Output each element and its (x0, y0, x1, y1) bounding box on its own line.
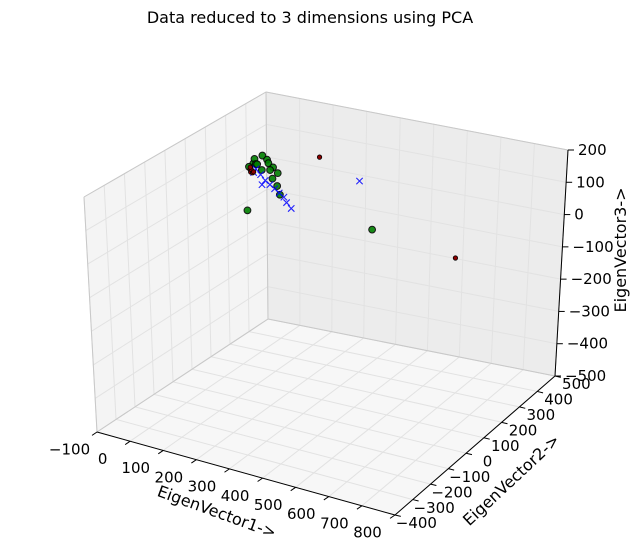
pane-edge (96, 318, 269, 433)
tick-label: 700 (320, 514, 349, 532)
tick-label: 0 (483, 452, 493, 470)
back-pane (266, 92, 568, 376)
tick-mark (157, 450, 164, 455)
tick-label: 400 (544, 391, 573, 409)
pane-edge (83, 91, 267, 198)
axis-lines (83, 91, 569, 516)
tick-mark (323, 496, 330, 501)
tick-label: 300 (526, 406, 555, 424)
tick-label: −400 (567, 335, 608, 353)
tick-mark (91, 431, 98, 436)
tick-mark (224, 468, 230, 473)
tick-label: −500 (565, 367, 606, 385)
tick-label: −200 (571, 270, 612, 288)
tick-label: 300 (188, 478, 217, 496)
tick-mark (257, 477, 263, 482)
tick-label: 100 (491, 437, 520, 455)
tick-label: −100 (49, 441, 90, 459)
data-marks (243, 151, 459, 261)
tick-label: −200 (431, 483, 472, 501)
scatter-point (275, 190, 284, 199)
scatter-point (280, 193, 288, 201)
tick-mark (394, 514, 401, 517)
tick-mark (356, 505, 363, 510)
tick-mark (124, 440, 131, 446)
tick-mark (537, 390, 544, 394)
tick-label: 100 (121, 459, 150, 477)
scatter-point (247, 164, 253, 170)
tick-label: 200 (155, 468, 184, 486)
pane-edge (265, 91, 569, 151)
scatter-point (258, 181, 266, 189)
pane-edge (265, 91, 269, 320)
tick-label: −300 (569, 302, 610, 320)
z-axis-line (554, 149, 569, 377)
tick-label: 800 (353, 524, 382, 542)
scatter-point (257, 166, 266, 174)
scatter-point (282, 199, 291, 207)
tick-label: 500 (254, 496, 283, 514)
scatter-point (355, 177, 364, 185)
tick-mark (412, 499, 419, 502)
scatter-point (452, 255, 459, 261)
tick-marks (91, 149, 574, 519)
scatter-point (316, 154, 323, 160)
tick-label: −400 (396, 514, 437, 532)
z-axis-label: EigenVector3-> (611, 187, 630, 312)
y-axis-line (394, 375, 556, 516)
axis-panes (84, 92, 568, 515)
tick-mark (430, 483, 437, 487)
tick-mark (519, 406, 526, 409)
tick-labels: −1000100200300400500600700800−400−300−20… (49, 141, 614, 542)
floor-pane (97, 319, 555, 515)
pane-edge (267, 318, 556, 377)
tick-label: 200 (509, 422, 538, 440)
chart-title: Data reduced to 3 dimensions using PCA (146, 8, 474, 27)
tick-mark (290, 486, 296, 492)
tick-mark (465, 452, 473, 456)
left-pane (84, 92, 268, 432)
tick-label: 0 (98, 450, 108, 468)
tick-mark (191, 459, 197, 464)
scatter-point (368, 225, 377, 234)
scatter-point (243, 206, 252, 215)
tick-label: 200 (578, 141, 607, 159)
tick-label: 400 (221, 487, 250, 505)
scatter-point (268, 174, 277, 183)
tick-mark (448, 468, 455, 471)
tick-label: 500 (562, 375, 591, 393)
tick-label: −100 (572, 238, 613, 256)
tick-mark (389, 514, 396, 519)
tick-mark (483, 437, 490, 440)
scatter-point (251, 169, 257, 175)
x-axis-line (96, 431, 396, 516)
scatter-point (273, 169, 282, 178)
tick-label: −300 (414, 499, 455, 517)
tick-label: −100 (449, 468, 490, 486)
tick-label: 0 (574, 206, 584, 224)
scatter-point (266, 166, 275, 174)
scatter-point (253, 160, 262, 169)
scatter-point (256, 171, 265, 179)
tick-label: 600 (287, 505, 316, 523)
scatter-point (287, 204, 295, 213)
tick-label: 100 (576, 173, 605, 191)
pane-edge (83, 196, 98, 433)
tick-mark (501, 421, 508, 425)
